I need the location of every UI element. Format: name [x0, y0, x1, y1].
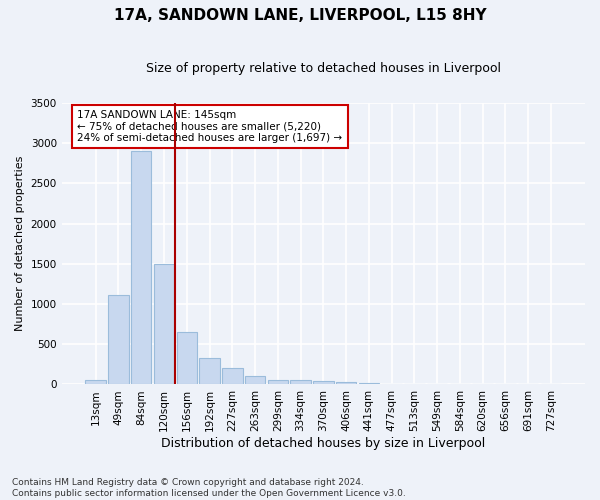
- Bar: [336, 382, 356, 384]
- X-axis label: Distribution of detached houses by size in Liverpool: Distribution of detached houses by size …: [161, 437, 485, 450]
- Bar: [131, 152, 151, 384]
- Y-axis label: Number of detached properties: Number of detached properties: [15, 156, 25, 332]
- Bar: [245, 376, 265, 384]
- Title: Size of property relative to detached houses in Liverpool: Size of property relative to detached ho…: [146, 62, 501, 76]
- Bar: [199, 358, 220, 384]
- Bar: [154, 264, 174, 384]
- Bar: [313, 381, 334, 384]
- Bar: [359, 383, 379, 384]
- Text: Contains HM Land Registry data © Crown copyright and database right 2024.
Contai: Contains HM Land Registry data © Crown c…: [12, 478, 406, 498]
- Bar: [85, 380, 106, 384]
- Bar: [222, 368, 242, 384]
- Bar: [268, 380, 288, 384]
- Bar: [290, 380, 311, 384]
- Bar: [108, 295, 129, 384]
- Text: 17A, SANDOWN LANE, LIVERPOOL, L15 8HY: 17A, SANDOWN LANE, LIVERPOOL, L15 8HY: [113, 8, 487, 22]
- Bar: [176, 332, 197, 384]
- Text: 17A SANDOWN LANE: 145sqm
← 75% of detached houses are smaller (5,220)
24% of sem: 17A SANDOWN LANE: 145sqm ← 75% of detach…: [77, 110, 343, 144]
